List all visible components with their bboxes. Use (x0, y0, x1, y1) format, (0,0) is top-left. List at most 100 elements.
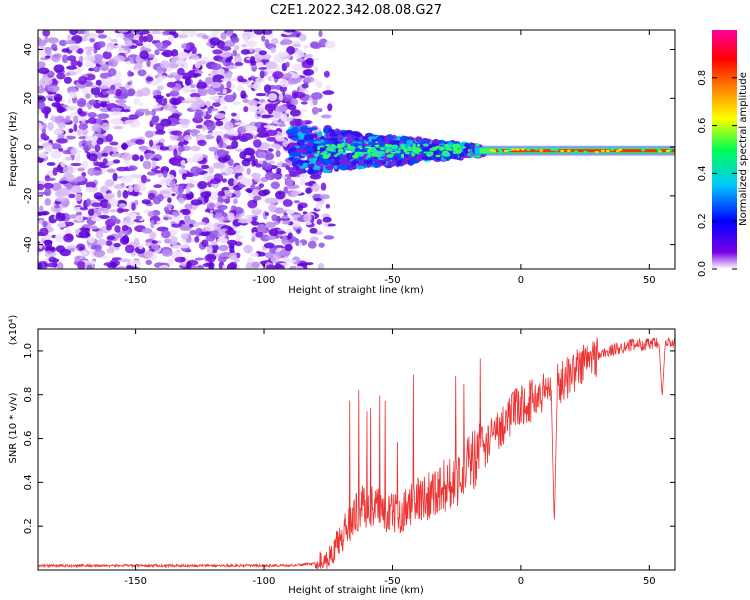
signal-blob (306, 147, 314, 152)
signal-highlight (371, 152, 375, 157)
noise-blob (206, 202, 216, 209)
noise-blob (141, 174, 147, 184)
noise-blob (234, 55, 242, 63)
noise-blob (53, 64, 65, 73)
noise-blob (124, 244, 135, 254)
noise-blob (66, 65, 77, 70)
y-tick-label: 0.6 (23, 431, 34, 447)
noise-blob (309, 236, 319, 242)
noise-blob (172, 32, 179, 39)
signal-highlight (317, 146, 321, 151)
noise-blob (227, 178, 236, 187)
noise-blob (112, 172, 118, 182)
noise-blob (232, 49, 237, 57)
noise-blob (88, 99, 97, 106)
noise-blob (327, 103, 333, 112)
noise-blob (192, 173, 199, 177)
noise-blob (67, 55, 77, 62)
signal-highlight (417, 143, 421, 147)
noise-blob (48, 256, 57, 263)
colorbar-tick-label: 0.8 (697, 70, 708, 86)
noise-blob (286, 46, 295, 55)
noise-blob (241, 31, 254, 39)
noise-blob (98, 78, 110, 87)
noise-blob (53, 53, 62, 59)
noise-blob (227, 158, 234, 167)
noise-blob (69, 30, 78, 36)
noise-blob (229, 261, 238, 269)
noise-blob (281, 215, 289, 220)
noise-blob (245, 125, 258, 132)
noise-blob (160, 118, 172, 127)
noise-blob (56, 262, 64, 269)
noise-blob (258, 50, 267, 56)
noise-blob (97, 34, 108, 39)
noise-blob (222, 88, 227, 95)
signal-blob (342, 154, 348, 162)
noise-blob (185, 185, 191, 194)
noise-blob (325, 203, 331, 209)
signal-highlight (391, 144, 399, 150)
noise-blob (258, 189, 268, 197)
noise-blob (159, 75, 168, 80)
noise-blob (208, 166, 214, 174)
noise-blob (56, 188, 62, 197)
noise-blob (309, 227, 318, 234)
noise-blob (206, 122, 216, 131)
noise-blob (136, 108, 148, 113)
noise-blob (38, 262, 43, 269)
noise-blob (171, 211, 180, 217)
noise-blob (243, 106, 249, 113)
signal-blob (345, 133, 354, 137)
noise-blob (207, 132, 220, 136)
noise-blob (133, 98, 140, 105)
signal-highlight (411, 152, 415, 157)
signal-highlight (349, 149, 355, 152)
noise-blob (169, 90, 180, 97)
noise-blob (237, 75, 244, 83)
noise-blob (177, 244, 190, 249)
noise-blob (188, 30, 197, 37)
noise-blob (177, 67, 185, 76)
noise-blob (200, 191, 212, 198)
signal-blob (356, 165, 365, 170)
noise-blob (93, 249, 106, 258)
noise-blob (214, 130, 225, 138)
signal-blob (363, 159, 373, 165)
signal-blob (310, 127, 318, 131)
signal-speck (605, 149, 610, 153)
noise-blob (222, 105, 228, 111)
noise-blob (114, 78, 122, 84)
noise-blob (245, 40, 257, 47)
noise-blob (258, 151, 267, 159)
noise-blob (38, 67, 50, 74)
noise-blob (195, 99, 206, 108)
noise-blob (167, 61, 179, 69)
noise-blob (81, 139, 87, 145)
noise-blob (117, 189, 122, 199)
signal-highlight (412, 143, 416, 147)
noise-blob (56, 221, 67, 228)
signal-speck (539, 149, 544, 152)
noise-blob (44, 246, 56, 252)
noise-blob (116, 266, 127, 269)
noise-blob (233, 179, 238, 185)
noise-blob (197, 139, 207, 147)
noise-blob (38, 95, 46, 103)
noise-blob (186, 43, 191, 51)
noise-blob (216, 237, 229, 244)
noise-blob (210, 195, 220, 199)
colorbar-gradient (712, 30, 737, 269)
noise-blob (179, 124, 190, 129)
signal-speck (641, 149, 646, 152)
noise-blob (185, 53, 192, 58)
signal-highlight (350, 146, 356, 150)
noise-blob (287, 78, 299, 85)
noise-blob (38, 183, 45, 191)
signal-highlight (403, 148, 408, 153)
noise-blob (156, 194, 164, 202)
noise-blob (211, 69, 219, 75)
signal-blob (401, 160, 409, 165)
noise-blob (219, 252, 229, 257)
noise-blob (79, 207, 89, 211)
